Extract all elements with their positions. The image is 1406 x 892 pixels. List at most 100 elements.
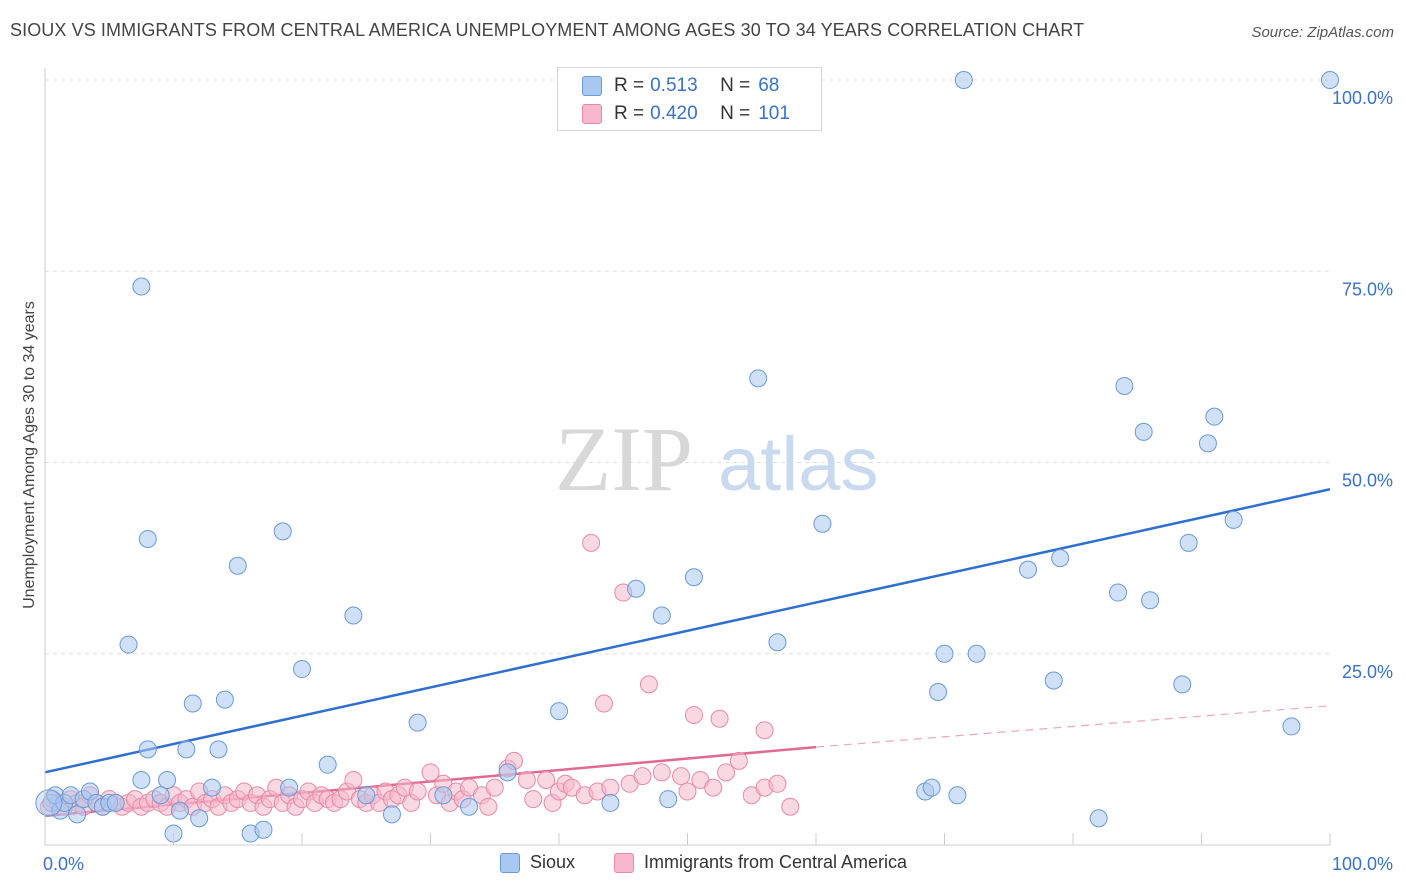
legend-swatch-sioux xyxy=(582,76,602,96)
chart-title: SIOUX VS IMMIGRANTS FROM CENTRAL AMERICA… xyxy=(10,20,1085,40)
y-tick-label: 100.0% xyxy=(1332,88,1393,108)
watermark-atlas: atlas xyxy=(718,422,879,507)
sioux-point xyxy=(1089,809,1108,828)
sioux-point xyxy=(948,786,967,805)
immigrants-point xyxy=(601,778,620,797)
sioux-point xyxy=(35,789,63,817)
sioux-point xyxy=(1115,377,1134,395)
immigrants-point xyxy=(672,767,691,786)
sioux-point xyxy=(1108,583,1127,602)
sioux-point xyxy=(318,755,337,774)
sioux-point xyxy=(408,713,427,732)
sioux-point xyxy=(1205,407,1224,426)
sioux-point xyxy=(749,369,768,388)
sioux-point xyxy=(190,809,209,828)
sioux-point xyxy=(203,778,222,797)
sioux-point xyxy=(1173,675,1192,694)
sioux-point xyxy=(929,683,948,701)
immigrants-point xyxy=(729,751,748,770)
bottom-legend-swatch-sioux xyxy=(500,852,520,873)
sioux-point xyxy=(158,770,177,789)
sioux-point xyxy=(550,702,568,721)
x-tick-label: 0.0% xyxy=(43,854,84,874)
immigrants-point xyxy=(704,778,723,797)
watermark-zip: ZIP xyxy=(555,408,693,510)
immigrants-point xyxy=(684,705,703,724)
sioux-point xyxy=(138,530,157,548)
sioux-point xyxy=(382,805,401,824)
legend: R = 0.513 N = 68 R = 0.420 N = 101 xyxy=(557,67,822,131)
immigrants-point xyxy=(594,694,613,713)
y-tick-label: 75.0% xyxy=(1342,279,1393,299)
bottom-legend-label-immigrants: Immigrants from Central America xyxy=(644,852,908,872)
sioux-point xyxy=(935,644,954,663)
sioux-point xyxy=(922,778,941,797)
sioux-point xyxy=(293,660,311,679)
y-tick-label: 50.0% xyxy=(1342,471,1393,491)
bottom-legend-immigrants: Immigrants from Central America xyxy=(614,852,907,873)
immigrants-point xyxy=(537,770,556,789)
sioux-point xyxy=(119,635,138,654)
sioux-point xyxy=(954,71,973,89)
immigrants-point xyxy=(524,790,543,809)
sioux-point xyxy=(1141,591,1160,610)
sioux-point xyxy=(1321,71,1339,89)
legend-n-value: 68 xyxy=(758,75,780,96)
immigrants-point xyxy=(652,763,671,782)
immigrants-point xyxy=(768,774,787,793)
immigrants-point xyxy=(717,763,736,782)
legend-n-label: N = xyxy=(720,75,751,96)
sioux-point xyxy=(132,277,151,296)
immigrants-point xyxy=(485,778,504,797)
legend-n-value: 101 xyxy=(758,103,790,124)
bottom-legend-sioux: Sioux xyxy=(500,852,575,873)
sioux-point xyxy=(1044,671,1063,690)
sioux-point xyxy=(1282,717,1301,736)
legend-r-value: 0.420 xyxy=(650,103,698,124)
immigrants-point xyxy=(633,767,652,786)
sioux-point xyxy=(684,568,703,587)
sioux-point xyxy=(132,770,151,789)
sioux-point xyxy=(68,805,87,824)
sioux-point xyxy=(1051,549,1070,568)
sioux-point xyxy=(627,579,646,598)
sioux-point xyxy=(215,690,234,709)
bottom-legend-label-sioux: Sioux xyxy=(530,852,576,872)
immigrants-point xyxy=(408,782,427,801)
sioux-point xyxy=(967,644,986,663)
source-label: Source: ZipAtlas.com xyxy=(1251,24,1394,41)
sioux-point xyxy=(652,606,671,625)
sioux-point xyxy=(228,556,247,575)
bottom-legend-swatch-immigrants xyxy=(614,852,634,873)
sioux-point xyxy=(498,763,517,782)
legend-r-label: R = xyxy=(614,75,645,96)
sioux-point xyxy=(273,522,292,541)
legend-row-sioux: R = 0.513 N = 68 xyxy=(582,73,779,99)
sioux-trend-line xyxy=(44,488,1331,774)
sioux-point xyxy=(659,790,678,809)
legend-r-label: R = xyxy=(614,103,645,124)
sioux-point xyxy=(1198,434,1217,453)
immigrants-point xyxy=(421,763,440,782)
sioux-point xyxy=(106,793,125,812)
data-points xyxy=(35,71,1339,843)
sioux-point xyxy=(357,786,376,805)
sioux-point xyxy=(344,606,363,625)
trend-lines xyxy=(44,488,1331,818)
sioux-point xyxy=(460,797,479,816)
legend-swatch-immigrants xyxy=(582,104,602,124)
legend-n-label: N = xyxy=(720,103,751,124)
sioux-point xyxy=(813,514,832,533)
sioux-point xyxy=(254,820,273,839)
immigrants-point xyxy=(479,797,498,816)
sioux-point xyxy=(1134,422,1153,441)
sioux-point xyxy=(1224,510,1243,529)
x-tick-label: 100.0% xyxy=(1332,854,1393,874)
sioux-point xyxy=(151,786,170,805)
legend-r-value: 0.513 xyxy=(650,75,698,96)
immigrants-point xyxy=(639,675,658,694)
immigrants-point xyxy=(781,797,800,816)
immigrants-point xyxy=(755,721,774,740)
sioux-point xyxy=(768,633,787,652)
sioux-point xyxy=(601,793,620,812)
